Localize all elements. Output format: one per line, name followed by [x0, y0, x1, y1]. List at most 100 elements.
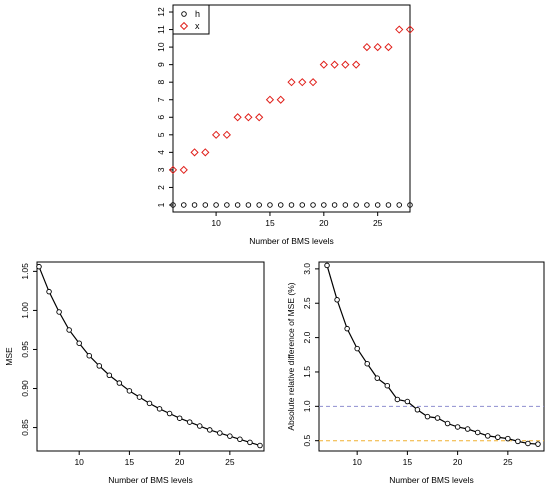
data-point — [46, 288, 52, 295]
data-point — [354, 345, 360, 352]
data-point — [156, 406, 163, 412]
data-point-h — [170, 202, 176, 208]
y-tick-label: 6 — [156, 115, 166, 120]
data-point — [146, 400, 153, 407]
data-point-x — [179, 165, 188, 175]
data-point — [136, 394, 143, 400]
data-point — [384, 382, 391, 389]
data-point-x — [352, 60, 361, 69]
data-point — [96, 363, 103, 369]
data-point — [454, 424, 461, 430]
data-point-x — [362, 42, 372, 52]
data-point — [257, 442, 263, 449]
data-point — [176, 415, 183, 421]
data-point — [76, 340, 82, 346]
data-point-x — [244, 113, 253, 122]
data-point — [464, 426, 471, 432]
x-tick-label: 15 — [125, 457, 135, 467]
x-tick-label: 10 — [352, 457, 362, 467]
data-point-x — [384, 42, 393, 52]
plot-frame — [172, 4, 411, 213]
x-tick-label: 20 — [175, 457, 185, 467]
x-axis-label: Number of BMS levels — [108, 475, 193, 485]
data-point — [324, 262, 330, 269]
data-point-h — [385, 202, 392, 208]
data-point-h — [267, 202, 273, 208]
data-point-h — [364, 202, 370, 208]
legend-marker-x — [179, 21, 189, 31]
data-point-h — [191, 202, 198, 208]
data-point — [515, 438, 521, 445]
x-tick-label: 20 — [453, 457, 463, 467]
data-point — [474, 429, 481, 436]
data-point-h — [234, 202, 241, 208]
data-point-h — [256, 202, 262, 208]
legend-box — [172, 4, 210, 35]
data-point-x — [222, 130, 231, 139]
data-point-h — [288, 202, 295, 208]
data-point-x — [341, 60, 350, 69]
series-line — [326, 265, 539, 445]
data-point — [495, 434, 501, 441]
data-point — [186, 419, 193, 425]
data-point-h — [331, 202, 338, 208]
x-tick-label: 15 — [265, 218, 275, 228]
data-point-x — [255, 113, 264, 122]
data-point — [66, 327, 72, 333]
panel-bottom-right-reldiff: 10 15 20 25 0.5 1.0 1.5 2.0 2.5 3.0 Number of BMS … — [286, 261, 545, 485]
data-point — [485, 433, 491, 439]
data-point-x — [201, 148, 210, 157]
data-point — [404, 398, 411, 405]
data-point — [36, 263, 42, 270]
data-point — [207, 427, 213, 433]
y-tick-label: 2.5 — [302, 297, 312, 309]
data-point — [444, 420, 451, 427]
y-tick-label: 4 — [156, 150, 166, 155]
series-line — [38, 266, 261, 447]
x-axis-label: Number of BMS levels — [249, 236, 334, 246]
data-point — [525, 440, 531, 447]
data-point — [414, 407, 421, 413]
data-point-h — [321, 202, 327, 208]
data-point-x — [298, 78, 307, 87]
legend-label: h — [195, 9, 200, 19]
data-point-h — [181, 202, 187, 208]
data-point — [247, 439, 253, 446]
data-point-h — [299, 202, 306, 208]
x-tick-label: 25 — [503, 457, 513, 467]
y-tick-label: 10 — [156, 42, 166, 52]
y-axis-label: MSE — [4, 347, 14, 366]
data-point-h — [353, 202, 359, 208]
data-point — [196, 423, 203, 429]
plot-frame — [36, 261, 265, 452]
legend: hx — [172, 4, 210, 35]
data-point-x — [211, 130, 221, 139]
x-tick-label: 15 — [403, 457, 413, 467]
y-tick-label: 1 — [156, 202, 166, 207]
data-point-x — [319, 60, 328, 69]
y-tick-label: 0.90 — [20, 380, 30, 397]
data-point — [166, 410, 173, 417]
y-tick-label: 3.0 — [302, 263, 312, 275]
y-tick-label: 7 — [156, 97, 166, 102]
data-point-h — [245, 202, 252, 208]
data-point-x — [233, 113, 242, 122]
y-axis-label: Absolute relative difference of MSE (%) — [286, 282, 296, 430]
data-point — [56, 309, 62, 315]
legend-marker-h — [181, 11, 187, 17]
y-tick-label: 2.0 — [302, 331, 312, 343]
plot-frame — [318, 261, 545, 452]
data-point-x — [190, 148, 199, 157]
y-tick-label: 0.95 — [20, 341, 30, 358]
data-point — [394, 396, 401, 403]
data-point — [374, 375, 381, 381]
data-point — [86, 352, 92, 359]
y-tick-label: 12 — [156, 7, 166, 17]
data-point-h — [396, 202, 402, 208]
x-tick-label: 10 — [74, 457, 84, 467]
data-point-h — [277, 202, 284, 208]
y-tick-label: 8 — [156, 80, 166, 85]
data-point — [106, 372, 113, 378]
data-point — [505, 435, 511, 442]
data-point — [535, 441, 541, 447]
